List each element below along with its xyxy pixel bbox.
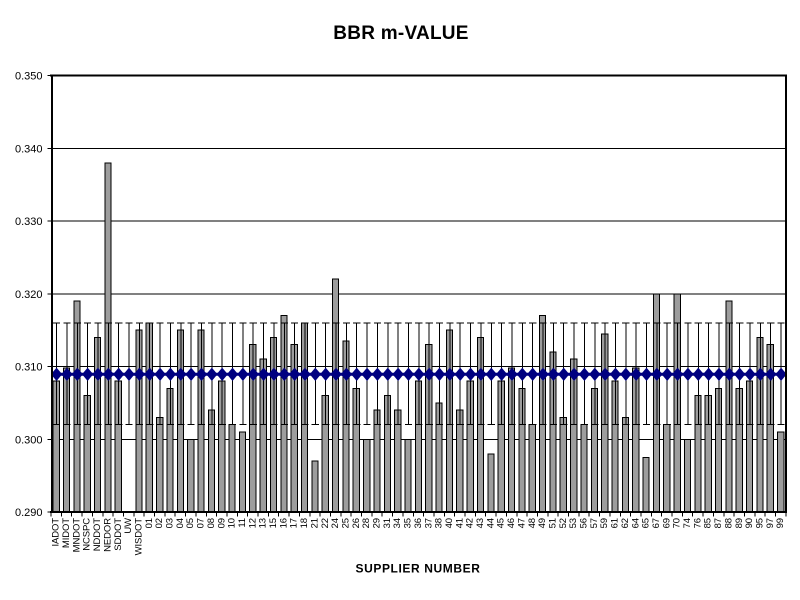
svg-text:IADOT: IADOT	[51, 518, 62, 547]
svg-text:MNDOT: MNDOT	[71, 518, 82, 553]
svg-text:03: 03	[165, 518, 176, 528]
svg-text:0.330: 0.330	[15, 216, 43, 228]
svg-text:31: 31	[382, 518, 393, 528]
svg-text:74: 74	[682, 518, 693, 528]
svg-text:70: 70	[672, 518, 683, 528]
svg-text:48: 48	[527, 518, 538, 528]
svg-text:0.340: 0.340	[15, 143, 43, 155]
svg-text:37: 37	[423, 518, 434, 528]
svg-text:97: 97	[765, 518, 776, 528]
svg-text:22: 22	[320, 518, 331, 528]
svg-text:21: 21	[309, 518, 320, 528]
svg-text:04: 04	[175, 518, 186, 528]
svg-text:36: 36	[413, 518, 424, 528]
svg-text:85: 85	[703, 518, 714, 528]
svg-text:47: 47	[516, 518, 527, 528]
svg-text:UW: UW	[123, 518, 134, 534]
svg-text:64: 64	[630, 518, 641, 528]
svg-text:76: 76	[692, 518, 703, 528]
svg-text:95: 95	[754, 518, 765, 528]
svg-text:MIDOT: MIDOT	[61, 518, 72, 548]
svg-text:25: 25	[340, 518, 351, 528]
svg-text:44: 44	[485, 518, 496, 528]
svg-text:42: 42	[465, 518, 476, 528]
svg-text:43: 43	[475, 518, 486, 528]
svg-text:69: 69	[661, 518, 672, 528]
svg-text:35: 35	[403, 518, 414, 528]
svg-text:24: 24	[330, 518, 341, 528]
svg-text:52: 52	[558, 518, 569, 528]
svg-text:0.320: 0.320	[15, 289, 43, 301]
svg-text:WISDOT: WISDOT	[133, 518, 144, 556]
svg-text:40: 40	[444, 518, 455, 528]
svg-text:26: 26	[351, 518, 362, 528]
svg-text:87: 87	[713, 518, 724, 528]
svg-text:11: 11	[237, 518, 248, 528]
svg-text:NCSPC: NCSPC	[82, 518, 93, 551]
svg-text:65: 65	[641, 518, 652, 528]
svg-text:51: 51	[547, 518, 558, 528]
svg-text:89: 89	[734, 518, 745, 528]
svg-text:99: 99	[775, 518, 786, 528]
svg-text:34: 34	[392, 518, 403, 528]
svg-text:49: 49	[537, 518, 548, 528]
svg-text:38: 38	[434, 518, 445, 528]
svg-text:12: 12	[247, 518, 258, 528]
svg-text:16: 16	[278, 518, 289, 528]
svg-text:61: 61	[610, 518, 621, 528]
svg-text:28: 28	[361, 518, 372, 528]
svg-text:88: 88	[723, 518, 734, 528]
svg-text:SDDOT: SDDOT	[113, 518, 124, 551]
svg-text:56: 56	[579, 518, 590, 528]
svg-text:46: 46	[506, 518, 517, 528]
svg-text:05: 05	[185, 518, 196, 528]
svg-text:NDDOT: NDDOT	[92, 518, 103, 552]
svg-text:SUPPLIER NUMBER: SUPPLIER NUMBER	[355, 562, 480, 576]
svg-text:01: 01	[144, 518, 155, 528]
svg-text:0.350: 0.350	[15, 71, 43, 83]
svg-text:09: 09	[216, 518, 227, 528]
svg-text:07: 07	[196, 518, 207, 528]
svg-text:67: 67	[651, 518, 662, 528]
svg-text:45: 45	[496, 518, 507, 528]
svg-text:0.310: 0.310	[15, 362, 43, 374]
svg-text:0.290: 0.290	[15, 507, 43, 519]
svg-text:90: 90	[744, 518, 755, 528]
svg-text:29: 29	[372, 518, 383, 528]
svg-text:10: 10	[227, 518, 238, 528]
svg-text:02: 02	[154, 518, 165, 528]
svg-text:NEDOR: NEDOR	[102, 518, 113, 552]
svg-text:53: 53	[568, 518, 579, 528]
svg-text:13: 13	[258, 518, 269, 528]
svg-text:BBR m-VALUE: BBR m-VALUE	[333, 23, 468, 44]
svg-text:62: 62	[620, 518, 631, 528]
svg-text:41: 41	[454, 518, 465, 528]
svg-text:59: 59	[599, 518, 610, 528]
svg-text:0.300: 0.300	[15, 434, 43, 446]
svg-text:17: 17	[289, 518, 300, 528]
svg-text:57: 57	[589, 518, 600, 528]
svg-text:08: 08	[206, 518, 217, 528]
svg-text:18: 18	[299, 518, 310, 528]
svg-text:15: 15	[268, 518, 279, 528]
